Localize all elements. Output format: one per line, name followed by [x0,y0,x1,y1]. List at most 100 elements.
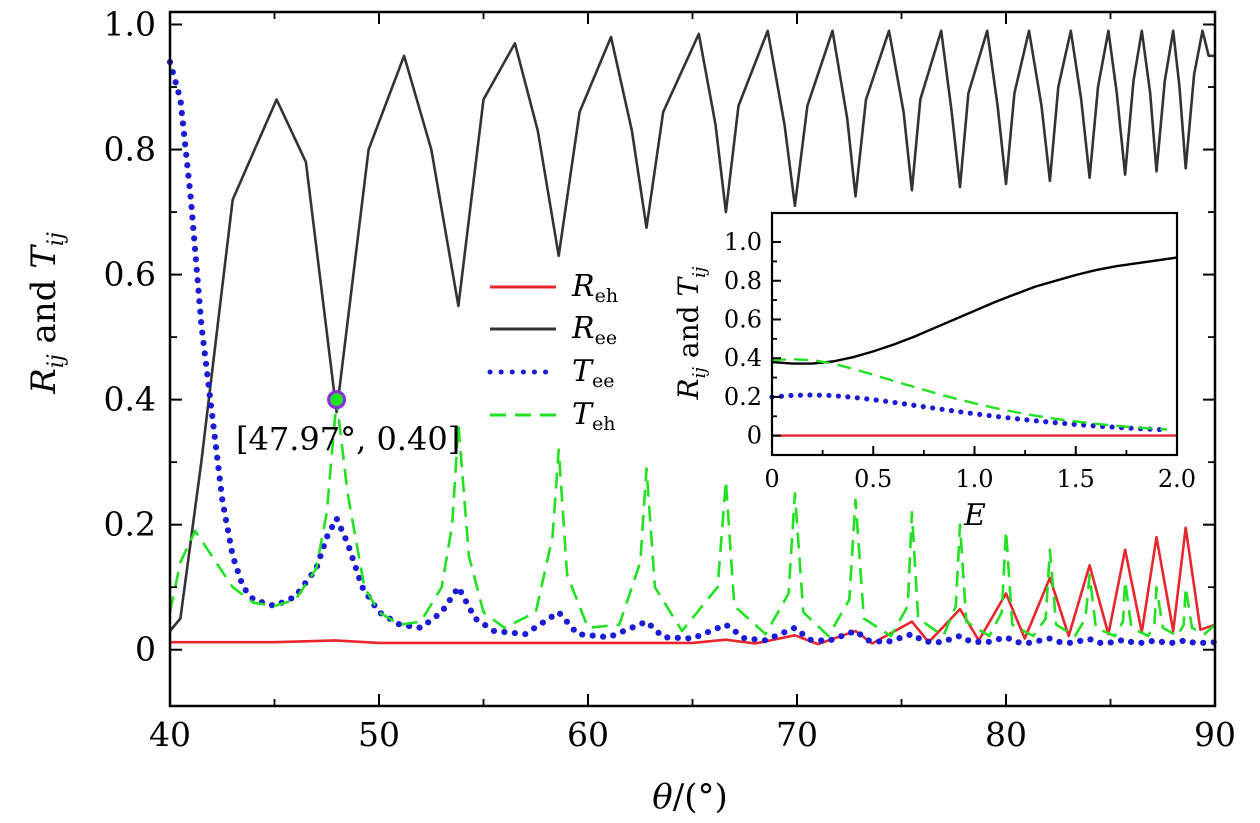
inset-background [772,213,1177,455]
main-point-t-ee [219,496,226,503]
main-point-t-ee [211,433,218,440]
main-x-tick-label: 50 [358,715,400,754]
main-point-t-ee [210,423,217,430]
main-point-t-ee [196,298,203,305]
main-point-t-ee [857,631,864,638]
main-point-t-ee [1015,639,1022,646]
inset-point-t-ee [1071,421,1077,427]
inset-point-t-ee [864,396,870,402]
main-point-t-ee [288,595,295,602]
inset-series-group [769,256,1178,437]
main-point-t-ee [579,631,586,638]
inset-point-t-ee [901,401,908,407]
main-point-t-ee [433,612,440,620]
main-point-t-ee [202,360,210,367]
main-point-t-ee [664,634,671,641]
inset-point-t-ee [1033,418,1039,424]
inset-x-axis-title: E [963,498,986,533]
main-point-t-ee [790,625,798,632]
inset-point-t-ee [930,405,936,411]
main-point-t-ee [234,567,241,575]
legend-entry-t-ee: Tee [487,354,615,392]
main-point-t-ee [180,130,188,138]
main-y-tick-label: 0.4 [104,380,156,419]
main-point-t-ee [1077,637,1084,645]
inset-y-tick-label: 0.4 [724,344,762,372]
main-point-t-ee [359,584,366,591]
main-point-t-ee [522,630,529,638]
svg-text:Ree: Ree [571,311,617,349]
main-point-t-ee [955,633,962,640]
inset-point-t-ee [845,394,851,400]
main-point-t-ee [886,638,893,645]
main-point-t-ee [761,637,769,644]
main-point-t-ee [228,547,235,555]
main-point-t-ee [457,588,465,596]
main-series-group [166,29,1217,646]
main-point-t-ee [182,141,189,148]
main-point-t-ee [231,558,238,565]
main-point-t-ee [482,622,489,629]
main-point-t-ee [1087,636,1094,643]
main-point-t-ee [199,329,206,336]
main-point-t-ee [704,629,712,636]
main-y-tick-label: 0.8 [104,130,156,169]
main-point-t-ee [204,371,211,378]
main-y-tick-label: 0.6 [104,255,156,294]
main-point-t-ee [201,350,208,357]
main-point-t-ee [416,624,423,631]
annotation-layer: [47.97°, 0.40] [236,390,460,458]
inset-y-tick-label: 0.6 [724,305,762,333]
main-point-t-ee [172,79,179,86]
main-point-t-ee [356,574,363,582]
main-point-t-ee [639,620,646,627]
main-point-t-ee [214,454,221,461]
main-point-t-ee [190,224,197,232]
main-point-t-ee [1127,638,1135,646]
main-point-t-ee [346,545,353,552]
legend-entry-t-eh: Teh [490,397,616,435]
main-point-t-ee [425,619,432,626]
inset-point-t-ee [883,398,889,404]
main-point-t-ee [724,622,731,629]
inset-y-tick-label: 0.2 [724,383,762,411]
main-y-tick-label: 1.0 [104,5,156,44]
main-point-t-ee [467,607,475,614]
main-point-t-ee [1066,639,1074,646]
inset-line-t-eh [771,358,1167,431]
main-point-t-ee [352,564,359,572]
main-point-t-ee [169,69,176,76]
main-point-t-ee [224,527,232,534]
main-point-t-ee [556,610,564,617]
inset-point-t-ee [797,392,804,398]
main-y-axis-title: Rij and Tij [24,232,69,395]
inset-point-t-ee [995,414,1002,420]
main-line-r-ee [169,29,1215,632]
main-x-tick-label: 70 [776,715,818,754]
main-point-t-ee [324,533,331,540]
inset-point-t-ee [826,392,832,399]
main-point-t-ee [501,628,508,636]
main-point-t-ee [925,638,932,645]
main-point-t-ee [945,636,952,643]
main-point-t-ee [1056,638,1063,646]
main-x-tick-label: 60 [567,715,609,754]
main-point-t-ee [194,277,201,284]
inset-x-tick-label: 1.0 [955,465,993,493]
main-point-t-ee [179,120,187,127]
main-point-t-ee [539,619,546,626]
inset-y-axis-title: Rij and Tij [672,266,710,400]
svg-text:Teh: Teh [572,397,616,435]
main-point-t-ee [200,339,207,347]
main-point-t-ee [685,635,692,642]
inset-plot: 0 0.5 1.0 1.5 2.0 0 0.2 0.4 0.6 0.8 1.0 E Rij and … [672,211,1196,533]
main-point-t-ee [1169,639,1176,646]
main-point-t-ee [781,629,788,636]
inset-point-t-ee [977,411,983,418]
main-point-t-ee [175,89,182,96]
main-point-t-ee [198,319,205,326]
main-point-t-ee [714,625,721,632]
main-point-t-ee [818,637,825,644]
inset-point-t-ee [1043,419,1049,425]
main-x-tick-label: 40 [149,715,191,754]
